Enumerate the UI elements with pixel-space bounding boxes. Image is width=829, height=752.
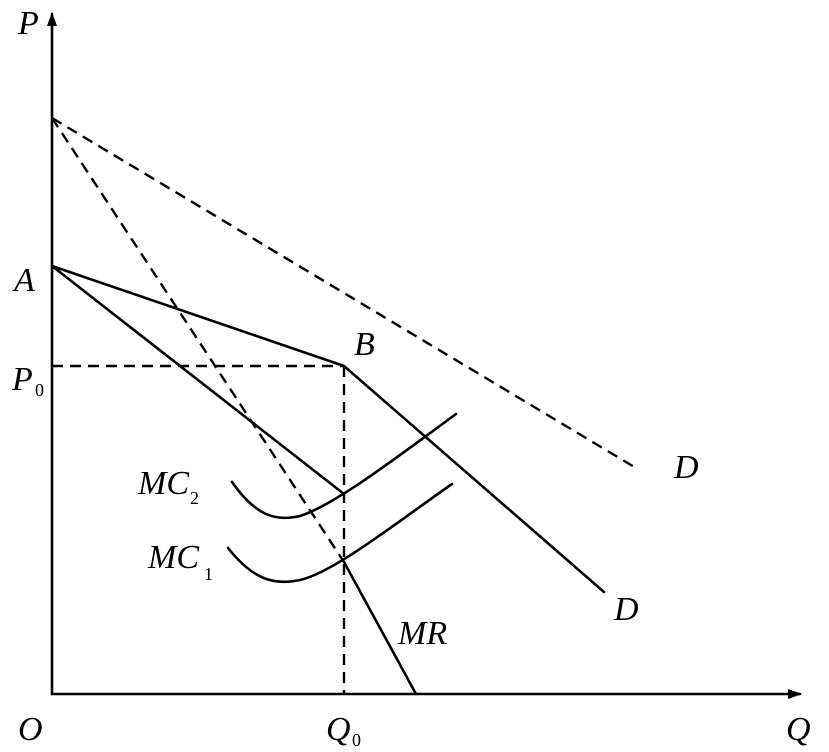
mc1-curve (226, 482, 454, 584)
mc2-subscript: 2 (190, 488, 199, 508)
mc1-subscript: 1 (204, 564, 213, 584)
point-b-label: B (354, 326, 375, 363)
mr-dashed-extension (50, 117, 346, 563)
mc2-label: MC (137, 465, 189, 502)
q0-subscript: 0 (352, 730, 361, 750)
p0-label: P (11, 361, 33, 398)
demand-solid-label: D (613, 591, 639, 628)
marginal-revenue-lower-segment (342, 560, 418, 696)
demand-dashed-label: D (673, 449, 699, 486)
point-a-label: A (12, 262, 35, 299)
mc1-label: MC (147, 539, 199, 576)
q0-label: Q (326, 711, 351, 748)
origin-label: O (18, 711, 43, 748)
kinked-demand-curve (50, 264, 606, 594)
demand-dashed-extension (51, 116, 637, 470)
p0-subscript: 0 (35, 380, 44, 400)
marginal-revenue-curve (50, 264, 346, 496)
mr-label: MR (397, 615, 447, 652)
q-axis-label: Q (786, 711, 811, 748)
p-axis-label: P (17, 5, 39, 42)
mc2-curve (230, 412, 458, 520)
